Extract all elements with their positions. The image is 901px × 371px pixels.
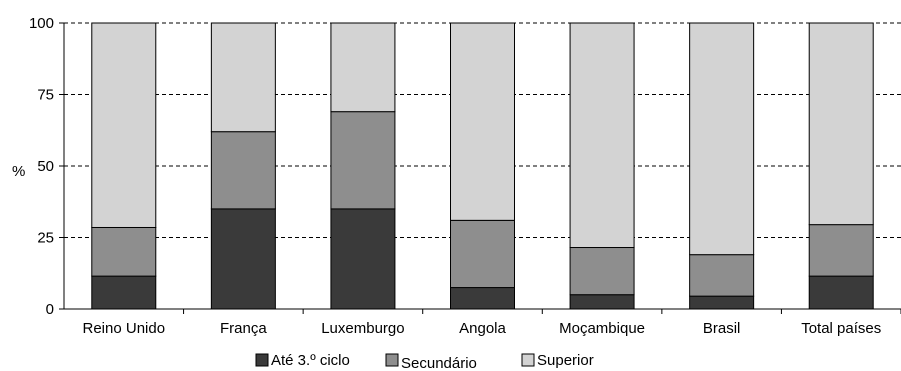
axes — [59, 22, 901, 314]
legend-label: Superior — [537, 352, 594, 369]
bar-segment — [689, 295, 755, 310]
legend-label: Secundário — [401, 355, 477, 371]
bar-segment — [210, 208, 276, 310]
y-tick-label: 75 — [37, 87, 54, 104]
bar-segment — [808, 22, 874, 226]
bar-segment — [330, 111, 396, 210]
bar-segment — [210, 131, 276, 210]
legend-swatch — [385, 353, 399, 367]
category-label: Total países — [801, 320, 881, 337]
bar-segment — [569, 247, 635, 296]
bars — [91, 22, 874, 310]
bar-segment — [330, 208, 396, 310]
category-label: Moçambique — [559, 320, 645, 337]
y-tick-label: 25 — [37, 230, 54, 247]
category-label: Luxemburgo — [321, 320, 404, 337]
legend-swatch — [521, 353, 535, 367]
bar-segment — [450, 287, 515, 310]
bar-segment — [808, 275, 874, 310]
category-labels: Reino Unido França Luxemburgo Angola Moçambi… — [83, 320, 882, 337]
bar-segment — [689, 254, 755, 297]
y-tick-labels: 0 25 50 75 100 — [29, 15, 54, 318]
category-label: Reino Unido — [83, 320, 166, 337]
bar-segment — [210, 22, 276, 133]
bar-segment — [450, 22, 515, 221]
bar-segment — [569, 22, 635, 249]
bar-segment — [808, 224, 874, 277]
legend-swatch — [255, 353, 269, 367]
category-label: Brasil — [703, 320, 741, 337]
bar-segment — [91, 22, 157, 228]
y-tick-label: 100 — [29, 15, 54, 32]
bar-segment — [569, 294, 635, 310]
bar-segment — [689, 22, 755, 256]
bar-segment — [91, 226, 157, 277]
legend: Até 3.º ciclo Secundário Superior — [255, 352, 594, 371]
legend-label: Até 3.º ciclo — [271, 352, 350, 369]
bar-segment — [330, 22, 396, 113]
y-axis-label: % — [12, 163, 25, 180]
y-tick-label: 0 — [46, 301, 54, 318]
y-tick-label: 50 — [37, 158, 54, 175]
bar-segment — [91, 275, 157, 310]
category-label: Angola — [459, 320, 506, 337]
category-label: França — [220, 320, 267, 337]
bar-segment — [450, 219, 515, 289]
